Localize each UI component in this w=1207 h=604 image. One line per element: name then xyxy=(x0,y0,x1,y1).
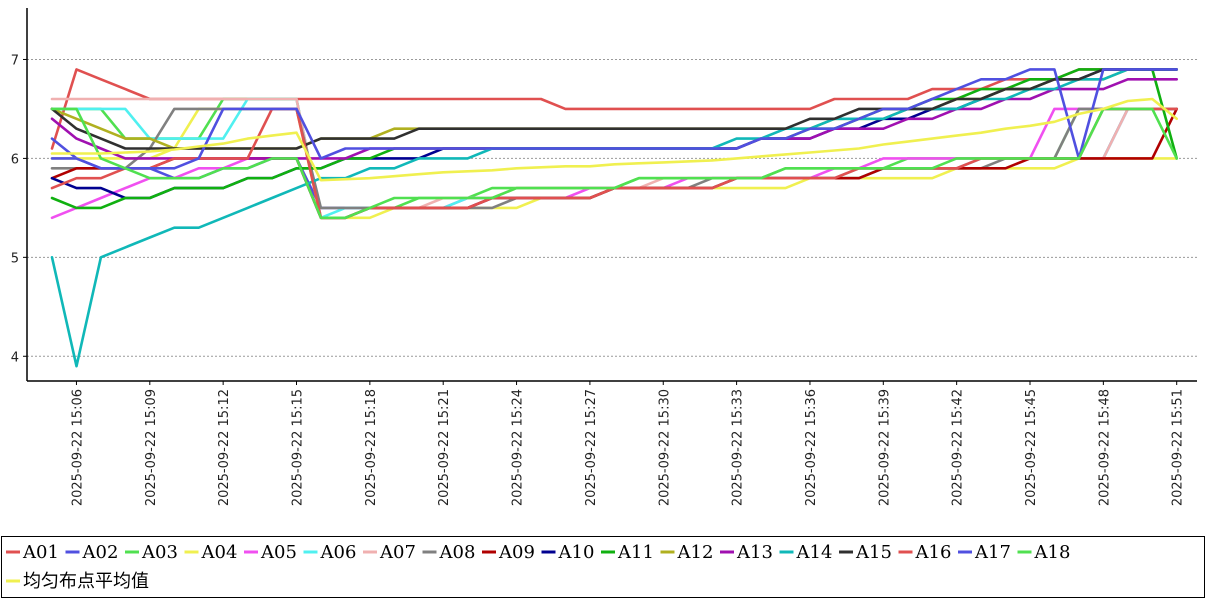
x-tick-label: 2025-09-22 15:39 xyxy=(877,389,892,506)
legend-label: A14 xyxy=(796,542,833,563)
x-tick-label: 2025-09-22 15:06 xyxy=(70,389,85,506)
x-tick-label: 2025-09-22 15:12 xyxy=(217,389,232,506)
x-tick-label: 2025-09-22 15:21 xyxy=(437,389,452,506)
x-tick-label: 2025-09-22 15:36 xyxy=(804,389,819,506)
series-line-A15 xyxy=(50,68,1178,150)
y-tick-label: 6 xyxy=(11,152,19,167)
x-tick-label: 2025-09-22 15:51 xyxy=(1171,389,1186,506)
x-tick-label: 2025-09-22 15:33 xyxy=(731,389,746,506)
legend-label: 均匀布点平均值 xyxy=(23,571,149,592)
legend-label: A17 xyxy=(974,542,1011,563)
x-tick-label: 2025-09-22 15:27 xyxy=(584,389,599,506)
legend-label: A04 xyxy=(201,542,238,563)
legend-label: A02 xyxy=(82,542,119,563)
x-tick-label: 2025-09-22 15:18 xyxy=(364,389,379,506)
x-tick-label: 2025-09-22 15:42 xyxy=(951,389,966,506)
legend-label: A01 xyxy=(22,542,59,563)
series-layer xyxy=(50,68,1178,368)
legend-label: A13 xyxy=(736,542,773,563)
legend-label: A07 xyxy=(379,542,416,563)
axes xyxy=(23,8,1197,385)
series-line-A18 xyxy=(50,107,1178,220)
legend-box xyxy=(1,536,1205,598)
x-tick-label: 2025-09-22 15:30 xyxy=(657,389,672,506)
series-line-A17 xyxy=(50,68,1178,170)
legend-label: A05 xyxy=(260,542,297,563)
legend-label: A16 xyxy=(915,542,952,563)
y-tick-label: 5 xyxy=(11,251,19,266)
x-tick-label: 2025-09-22 15:15 xyxy=(291,389,306,506)
legend-label: A18 xyxy=(1034,542,1071,563)
x-tick-label: 2025-09-22 15:09 xyxy=(144,389,159,506)
series-line-均匀布点平均值 xyxy=(50,97,1178,182)
legend-label: A12 xyxy=(677,542,714,563)
legend: A01 A02 A03 A04 A05 A06 A07 A08 A09 A10 A11 A12 A13 A… xyxy=(1,536,1205,598)
x-tick-label: 2025-09-22 15:24 xyxy=(511,389,526,506)
legend-label: A03 xyxy=(141,542,178,563)
legend-label: A15 xyxy=(855,542,892,563)
series-line-A13 xyxy=(50,78,1178,160)
legend-label: A09 xyxy=(498,542,535,563)
y-tick-label: 4 xyxy=(11,350,19,365)
x-tick-label: 2025-09-22 15:45 xyxy=(1024,389,1039,506)
grid-layer xyxy=(27,58,1197,357)
tick-labels: 4 5 6 7 2025-09-22 15:06 2025-09-22 15:09 2025… xyxy=(11,53,1186,506)
x-tick-label: 2025-09-22 15:48 xyxy=(1097,389,1112,506)
y-tick-label: 7 xyxy=(11,53,19,68)
legend-label: A11 xyxy=(617,542,654,563)
legend-label: A08 xyxy=(439,542,476,563)
legend-label: A06 xyxy=(320,542,357,563)
legend-label: A10 xyxy=(558,542,595,563)
